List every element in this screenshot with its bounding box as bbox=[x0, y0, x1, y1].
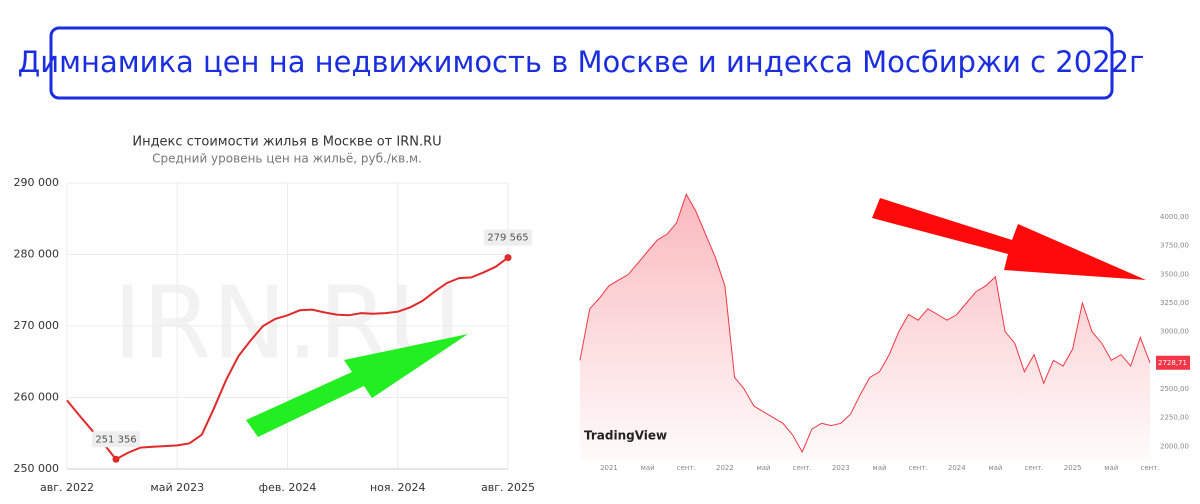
data-label: 251 356 bbox=[95, 434, 136, 445]
line bbox=[579, 192, 1151, 454]
x-tick-label: май bbox=[1104, 464, 1118, 472]
x-tick-label: 2023 bbox=[832, 464, 850, 472]
data-label: 279 565 bbox=[487, 233, 528, 244]
last-value-box bbox=[1156, 355, 1190, 370]
x-tick-label: 2024 bbox=[948, 464, 966, 472]
x-tick-label: май bbox=[756, 464, 770, 472]
x-tick-label: фев. 2024 bbox=[259, 481, 317, 494]
y-tick-label: 3500,00 bbox=[1160, 270, 1189, 278]
y-tick-label: 4000,00 bbox=[1160, 213, 1189, 221]
x-tick-label: ноя. 2024 bbox=[370, 481, 426, 494]
y-tick-label: 260 000 bbox=[14, 391, 60, 404]
x-tick-label: май bbox=[988, 464, 1002, 472]
y-tick-label: 280 000 bbox=[14, 248, 60, 261]
x-tick-label: 2021 bbox=[600, 464, 618, 472]
x-tick-label: сент. bbox=[677, 464, 696, 472]
last-value-label: 2728,71 bbox=[1158, 359, 1187, 367]
point bbox=[504, 254, 512, 262]
x-tick-label: 2022 bbox=[716, 464, 734, 472]
y-tick-label: 2250,00 bbox=[1160, 414, 1189, 422]
point bbox=[112, 455, 120, 463]
x-tick-label: май 2023 bbox=[150, 481, 204, 494]
red-arrow bbox=[872, 198, 1146, 280]
y-tick-label: 250 000 bbox=[14, 462, 60, 475]
line bbox=[66, 256, 509, 461]
y-tick-label: 270 000 bbox=[14, 319, 60, 332]
header-title: Димнамика цен на недвижимость в Москве и… bbox=[18, 45, 1145, 79]
green-arrow bbox=[246, 334, 468, 437]
y-tick-label: 3000,00 bbox=[1160, 328, 1189, 336]
y-tick-label: 2500,00 bbox=[1160, 385, 1189, 393]
x-tick-label: сент. bbox=[909, 464, 928, 472]
area bbox=[580, 194, 1150, 460]
y-tick-label: 3250,00 bbox=[1160, 299, 1189, 307]
label-box bbox=[92, 431, 140, 448]
y-tick-label: 2000,00 bbox=[1160, 442, 1189, 450]
y-tick-label: 290 000 bbox=[14, 176, 60, 189]
logo: TradingView bbox=[584, 429, 667, 443]
x-tick-label: май bbox=[641, 464, 655, 472]
x-tick-label: авг. 2022 bbox=[40, 481, 94, 494]
x-tick-label: сент. bbox=[793, 464, 812, 472]
x-tick-label: 2025 bbox=[1064, 464, 1082, 472]
chart-title: Индекс стоимости жилья в Москве от IRN.R… bbox=[132, 135, 441, 150]
x-tick-label: авг. 2025 bbox=[481, 481, 535, 494]
x-tick-label: сент. bbox=[1025, 464, 1044, 472]
y-tick-label: 3750,00 bbox=[1160, 242, 1189, 250]
x-tick-label: сент. bbox=[1140, 464, 1159, 472]
chart-subtitle: Средний уровень цен на жильё, руб./кв.м. bbox=[152, 152, 422, 166]
header-box bbox=[49, 26, 1114, 100]
label-box bbox=[484, 229, 532, 246]
x-tick-label: май bbox=[872, 464, 886, 472]
